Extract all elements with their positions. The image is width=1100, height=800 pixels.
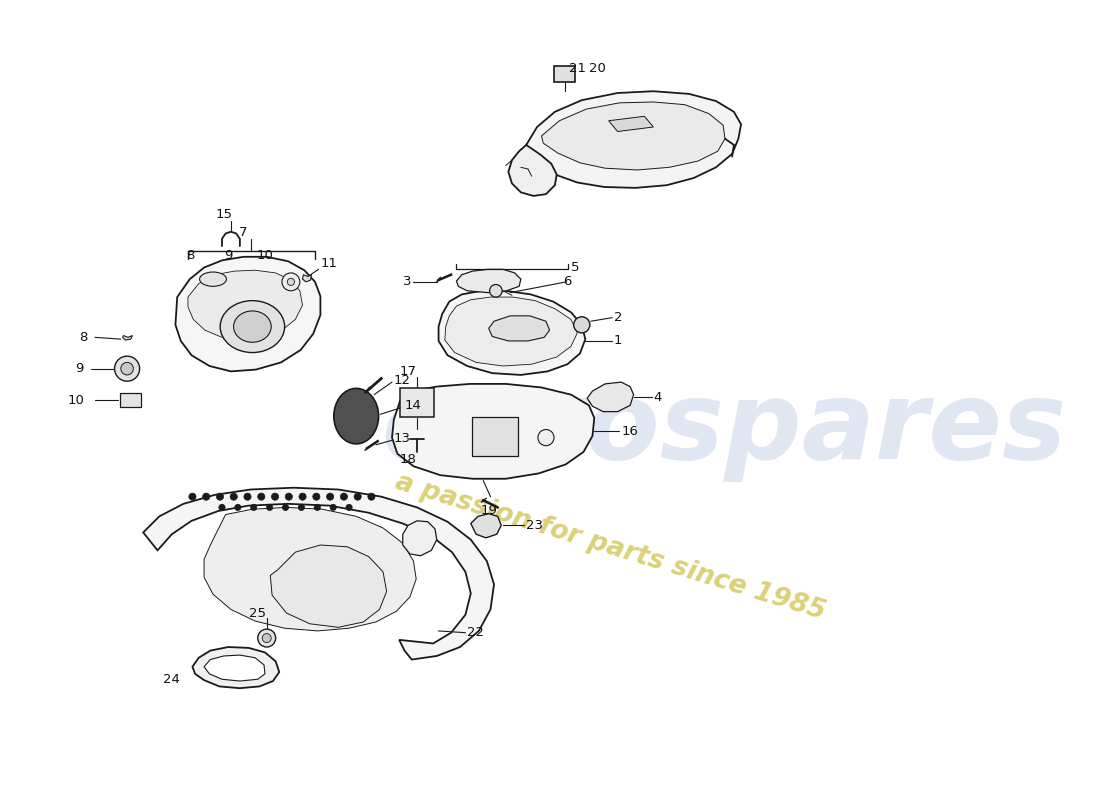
Text: 8: 8 [79, 331, 87, 344]
Text: 20: 20 [588, 62, 606, 75]
Text: 8: 8 [187, 249, 195, 262]
Text: 3: 3 [404, 275, 411, 288]
Polygon shape [175, 257, 320, 371]
Circle shape [327, 493, 333, 500]
Circle shape [354, 493, 361, 500]
Circle shape [257, 493, 265, 500]
Circle shape [121, 362, 133, 375]
Ellipse shape [333, 388, 378, 444]
Polygon shape [392, 384, 594, 478]
Circle shape [283, 504, 288, 510]
Circle shape [299, 493, 306, 500]
Polygon shape [439, 291, 585, 375]
Ellipse shape [290, 556, 372, 617]
Circle shape [217, 493, 223, 500]
Text: 16: 16 [621, 425, 638, 438]
Text: 14: 14 [405, 399, 421, 412]
Text: 15: 15 [216, 208, 232, 222]
Circle shape [262, 634, 272, 642]
Polygon shape [587, 382, 634, 412]
Circle shape [367, 493, 375, 500]
FancyBboxPatch shape [400, 388, 434, 417]
Text: 9: 9 [75, 362, 84, 375]
Text: eurospares: eurospares [381, 376, 1066, 482]
Circle shape [282, 273, 300, 291]
Polygon shape [403, 521, 437, 556]
Text: 10: 10 [68, 394, 85, 406]
Text: 25: 25 [250, 606, 266, 619]
Circle shape [312, 493, 320, 500]
Circle shape [272, 493, 278, 500]
Text: 24: 24 [164, 673, 180, 686]
Text: 1: 1 [614, 334, 623, 347]
Circle shape [230, 493, 238, 500]
Circle shape [189, 493, 196, 500]
Polygon shape [205, 655, 265, 681]
Circle shape [330, 504, 337, 510]
Text: 5: 5 [571, 261, 580, 274]
Polygon shape [188, 270, 302, 339]
Circle shape [257, 629, 276, 647]
Text: 10: 10 [256, 249, 274, 262]
FancyBboxPatch shape [120, 393, 142, 407]
Polygon shape [122, 335, 132, 340]
Polygon shape [302, 274, 311, 282]
Polygon shape [271, 545, 386, 627]
Polygon shape [444, 297, 578, 366]
Polygon shape [508, 145, 557, 196]
Circle shape [538, 430, 554, 446]
Text: 4: 4 [653, 391, 662, 404]
FancyBboxPatch shape [554, 66, 575, 82]
Polygon shape [541, 102, 725, 170]
Text: 7: 7 [239, 226, 248, 239]
FancyBboxPatch shape [472, 417, 518, 456]
Text: 19: 19 [481, 505, 497, 518]
Text: 12: 12 [394, 374, 410, 387]
Text: 2: 2 [614, 311, 623, 324]
Polygon shape [192, 647, 279, 688]
Text: 9: 9 [224, 249, 232, 262]
Text: 18: 18 [399, 453, 417, 466]
Text: 23: 23 [526, 519, 543, 532]
Polygon shape [488, 316, 550, 341]
Polygon shape [608, 116, 653, 131]
Polygon shape [456, 270, 521, 293]
Ellipse shape [199, 272, 227, 286]
Circle shape [244, 493, 251, 500]
Circle shape [315, 504, 320, 510]
Text: 11: 11 [320, 258, 338, 270]
Polygon shape [526, 91, 741, 188]
Polygon shape [471, 514, 502, 538]
Text: a passion for parts since 1985: a passion for parts since 1985 [392, 469, 828, 625]
Text: 22: 22 [468, 626, 484, 639]
Circle shape [490, 285, 502, 297]
Text: 17: 17 [399, 365, 417, 378]
Text: 21: 21 [569, 62, 586, 75]
Polygon shape [205, 507, 416, 631]
Ellipse shape [233, 311, 272, 342]
Circle shape [251, 504, 257, 510]
Circle shape [287, 278, 295, 286]
Polygon shape [143, 488, 494, 659]
Text: 6: 6 [562, 275, 571, 288]
Circle shape [298, 504, 305, 510]
Circle shape [234, 504, 241, 510]
Circle shape [114, 356, 140, 382]
Circle shape [574, 317, 590, 333]
Text: 13: 13 [394, 432, 410, 445]
Circle shape [202, 493, 210, 500]
Circle shape [340, 493, 348, 500]
Circle shape [345, 504, 352, 510]
Ellipse shape [220, 301, 285, 353]
Circle shape [219, 504, 225, 510]
Circle shape [266, 504, 273, 510]
Circle shape [285, 493, 293, 500]
